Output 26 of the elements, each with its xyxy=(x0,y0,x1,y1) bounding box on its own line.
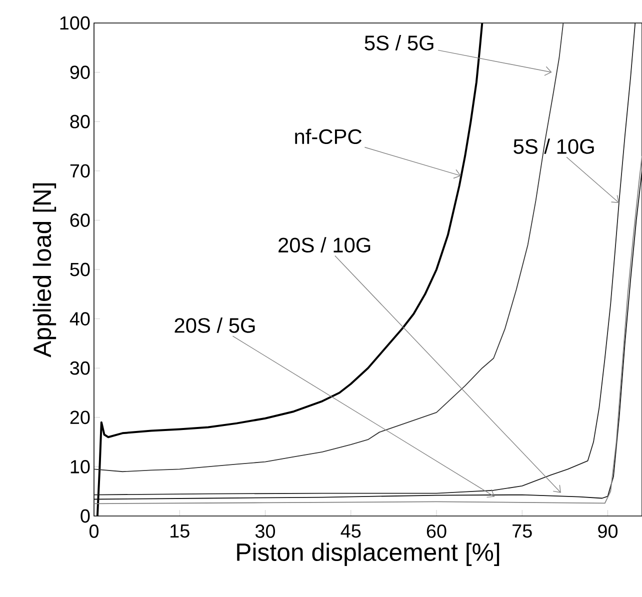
x-tick-label: 30 xyxy=(255,524,276,538)
annotation: 5S / 10G xyxy=(514,138,594,154)
y-tick-label: 30 xyxy=(70,361,90,375)
x-tick-label: 45 xyxy=(340,524,361,538)
y-tick-label: 10 xyxy=(70,460,90,474)
x-tick-label: 15 xyxy=(170,524,190,538)
x-tick-label: 75 xyxy=(512,524,532,538)
y-tick-label: 100 xyxy=(60,16,90,30)
y-tick-label: 0 xyxy=(80,509,90,523)
line-series xyxy=(94,22,636,496)
annotation: 20S / 5G xyxy=(174,318,255,333)
y-tick-label: 20 xyxy=(70,410,90,424)
annotation: nf-CPC xyxy=(295,128,362,144)
y-tick-label: 70 xyxy=(70,164,90,178)
x-axis-title: Piston displacement [%] xyxy=(237,542,500,566)
x-tick-label: 0 xyxy=(89,524,99,538)
y-tick-label: 50 xyxy=(70,262,90,276)
y-tick-label: 80 xyxy=(70,114,90,128)
x-tick-label: 60 xyxy=(426,524,446,538)
x-tick-label: 90 xyxy=(598,524,618,538)
y-tick-label: 90 xyxy=(70,66,90,79)
annotation: 5S / 5G xyxy=(364,35,434,50)
annotation: 20S / 10G xyxy=(278,237,370,253)
y-tick-label: 40 xyxy=(70,312,90,326)
y-tick-label: 60 xyxy=(70,213,90,227)
y-axis-title: Applied load [N] xyxy=(32,183,56,358)
